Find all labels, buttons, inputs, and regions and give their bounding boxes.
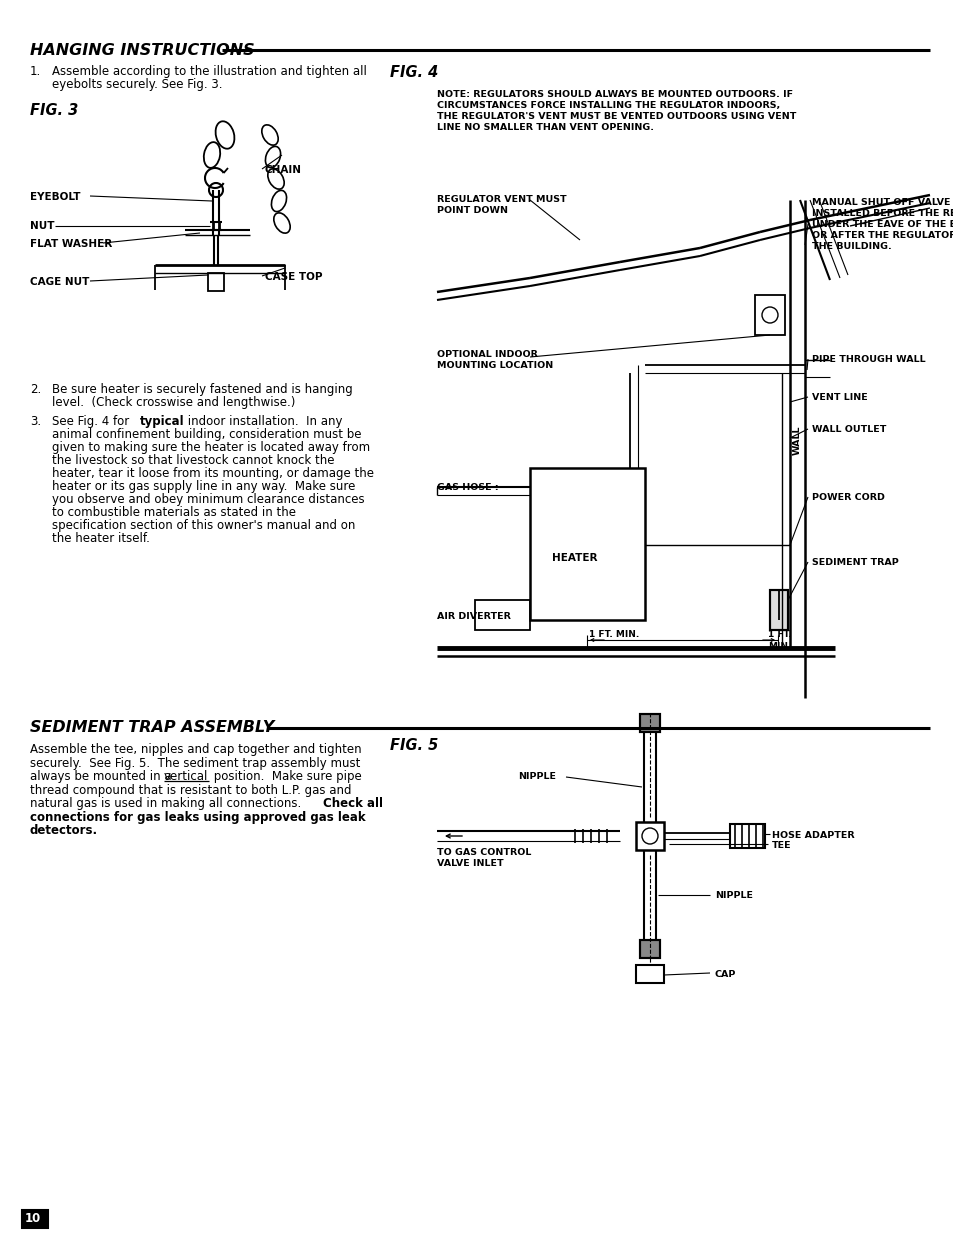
Text: to combustible materials as stated in the: to combustible materials as stated in th… — [52, 506, 295, 519]
Text: Be sure heater is securely fastened and is hanging: Be sure heater is securely fastened and … — [52, 383, 353, 396]
Text: MOUNTING LOCATION: MOUNTING LOCATION — [436, 361, 553, 370]
Text: securely.  See Fig. 5.  The sediment trap assembly must: securely. See Fig. 5. The sediment trap … — [30, 757, 360, 769]
Text: SEDIMENT TRAP ASSEMBLY: SEDIMENT TRAP ASSEMBLY — [30, 720, 274, 735]
Text: CAGE NUT: CAGE NUT — [30, 277, 90, 287]
Text: thread compound that is resistant to both L.P. gas and: thread compound that is resistant to bot… — [30, 783, 351, 797]
Ellipse shape — [261, 125, 278, 146]
Text: the livestock so that livestock cannot knock the: the livestock so that livestock cannot k… — [52, 454, 335, 467]
Text: NIPPLE: NIPPLE — [517, 772, 556, 781]
Text: CAP: CAP — [714, 969, 736, 979]
Bar — [530, 468, 644, 620]
Bar — [639, 940, 659, 958]
Text: eyebolts securely. See Fig. 3.: eyebolts securely. See Fig. 3. — [52, 78, 222, 91]
Bar — [636, 823, 663, 850]
Text: See Fig. 4 for: See Fig. 4 for — [52, 415, 132, 429]
Text: THE REGULATOR'S VENT MUST BE VENTED OUTDOORS USING VENT: THE REGULATOR'S VENT MUST BE VENTED OUTD… — [436, 112, 796, 121]
Text: FIG. 5: FIG. 5 — [390, 739, 437, 753]
Bar — [729, 824, 764, 848]
Text: heater, tear it loose from its mounting, or damage the: heater, tear it loose from its mounting,… — [52, 467, 374, 480]
Text: MANUAL SHUT OFF VALVE CAN BE: MANUAL SHUT OFF VALVE CAN BE — [811, 198, 953, 207]
Text: 1.: 1. — [30, 65, 41, 78]
Text: MIN.: MIN. — [767, 642, 791, 651]
Ellipse shape — [272, 190, 286, 211]
Ellipse shape — [268, 169, 284, 189]
Text: FIG. 4: FIG. 4 — [390, 65, 437, 80]
Text: INSTALLED BEFORE THE REGULATOR: INSTALLED BEFORE THE REGULATOR — [811, 209, 953, 219]
Text: CIRCUMSTANCES FORCE INSTALLING THE REGULATOR INDOORS,: CIRCUMSTANCES FORCE INSTALLING THE REGUL… — [436, 101, 780, 110]
Text: CHAIN: CHAIN — [265, 165, 302, 175]
Text: WALL: WALL — [792, 425, 801, 454]
Bar — [639, 940, 659, 958]
Text: given to making sure the heater is located away from: given to making sure the heater is locat… — [52, 441, 370, 454]
Text: Assemble according to the illustration and tighten all: Assemble according to the illustration a… — [52, 65, 367, 78]
Bar — [639, 714, 659, 732]
Text: CASE TOP: CASE TOP — [265, 272, 322, 282]
Text: VALVE INLET: VALVE INLET — [436, 860, 503, 868]
Text: typical: typical — [140, 415, 185, 429]
Text: vertical: vertical — [164, 769, 208, 783]
Text: 1 FT.: 1 FT. — [767, 630, 791, 638]
Text: EYEBOLT: EYEBOLT — [30, 191, 80, 203]
Text: WALL OUTLET: WALL OUTLET — [811, 425, 885, 433]
Text: the heater itself.: the heater itself. — [52, 532, 150, 545]
Text: FLAT WASHER: FLAT WASHER — [30, 240, 112, 249]
Text: NUT: NUT — [30, 221, 54, 231]
Text: GAS HOSE :: GAS HOSE : — [436, 483, 498, 492]
Bar — [639, 714, 659, 732]
Text: 3.: 3. — [30, 415, 41, 429]
Text: POINT DOWN: POINT DOWN — [436, 206, 507, 215]
Text: TO GAS CONTROL: TO GAS CONTROL — [436, 848, 531, 857]
Text: NOTE: REGULATORS SHOULD ALWAYS BE MOUNTED OUTDOORS. IF: NOTE: REGULATORS SHOULD ALWAYS BE MOUNTE… — [436, 90, 792, 99]
Text: AIR DIVERTER: AIR DIVERTER — [436, 613, 511, 621]
Bar — [754, 295, 784, 335]
Text: TEE: TEE — [771, 841, 791, 850]
Text: POWER CORD: POWER CORD — [811, 493, 884, 501]
Text: THE BUILDING.: THE BUILDING. — [811, 242, 891, 251]
Text: you observe and obey minimum clearance distances: you observe and obey minimum clearance d… — [52, 493, 364, 506]
Text: 10: 10 — [25, 1212, 41, 1225]
Text: detectors.: detectors. — [30, 824, 98, 837]
Text: OPTIONAL INDOOR: OPTIONAL INDOOR — [436, 350, 537, 359]
Text: natural gas is used in making all connections.: natural gas is used in making all connec… — [30, 797, 309, 810]
Text: HEATER: HEATER — [552, 553, 597, 563]
Bar — [208, 273, 224, 291]
Ellipse shape — [265, 147, 280, 168]
Text: animal confinement building, consideration must be: animal confinement building, considerati… — [52, 429, 361, 441]
Text: Check all: Check all — [323, 797, 382, 810]
Circle shape — [641, 827, 658, 844]
Ellipse shape — [274, 212, 290, 233]
Text: FIG. 3: FIG. 3 — [30, 103, 78, 119]
Text: OR AFTER THE REGULATOR INSIDE: OR AFTER THE REGULATOR INSIDE — [811, 231, 953, 240]
Text: specification section of this owner's manual and on: specification section of this owner's ma… — [52, 519, 355, 532]
Text: UNDER THE EAVE OF THE BUILDING,: UNDER THE EAVE OF THE BUILDING, — [811, 220, 953, 228]
Bar — [475, 600, 530, 630]
Text: heater or its gas supply line in any way.  Make sure: heater or its gas supply line in any way… — [52, 480, 355, 493]
Text: 2.: 2. — [30, 383, 41, 396]
Text: VENT LINE: VENT LINE — [811, 393, 867, 403]
Bar — [769, 590, 787, 630]
Text: NIPPLE: NIPPLE — [714, 890, 752, 900]
Bar — [22, 1210, 48, 1228]
Text: PIPE THROUGH WALL: PIPE THROUGH WALL — [811, 354, 924, 364]
Text: HANGING INSTRUCTIONS: HANGING INSTRUCTIONS — [30, 43, 254, 58]
Bar — [636, 965, 663, 983]
Text: level.  (Check crosswise and lengthwise.): level. (Check crosswise and lengthwise.) — [52, 396, 295, 409]
Bar — [769, 590, 787, 630]
Text: LINE NO SMALLER THAN VENT OPENING.: LINE NO SMALLER THAN VENT OPENING. — [436, 124, 654, 132]
Text: SEDIMENT TRAP: SEDIMENT TRAP — [811, 558, 898, 567]
Text: position.  Make sure pipe: position. Make sure pipe — [210, 769, 361, 783]
Text: always be mounted in a: always be mounted in a — [30, 769, 175, 783]
Text: HOSE ADAPTER: HOSE ADAPTER — [771, 831, 854, 840]
Circle shape — [761, 308, 778, 324]
Text: 1 FT. MIN.: 1 FT. MIN. — [588, 630, 639, 638]
Text: indoor installation.  In any: indoor installation. In any — [184, 415, 342, 429]
Text: connections for gas leaks using approved gas leak: connections for gas leaks using approved… — [30, 810, 365, 824]
Text: Assemble the tee, nipples and cap together and tighten: Assemble the tee, nipples and cap togeth… — [30, 743, 361, 756]
Text: REGULATOR VENT MUST: REGULATOR VENT MUST — [436, 195, 566, 204]
